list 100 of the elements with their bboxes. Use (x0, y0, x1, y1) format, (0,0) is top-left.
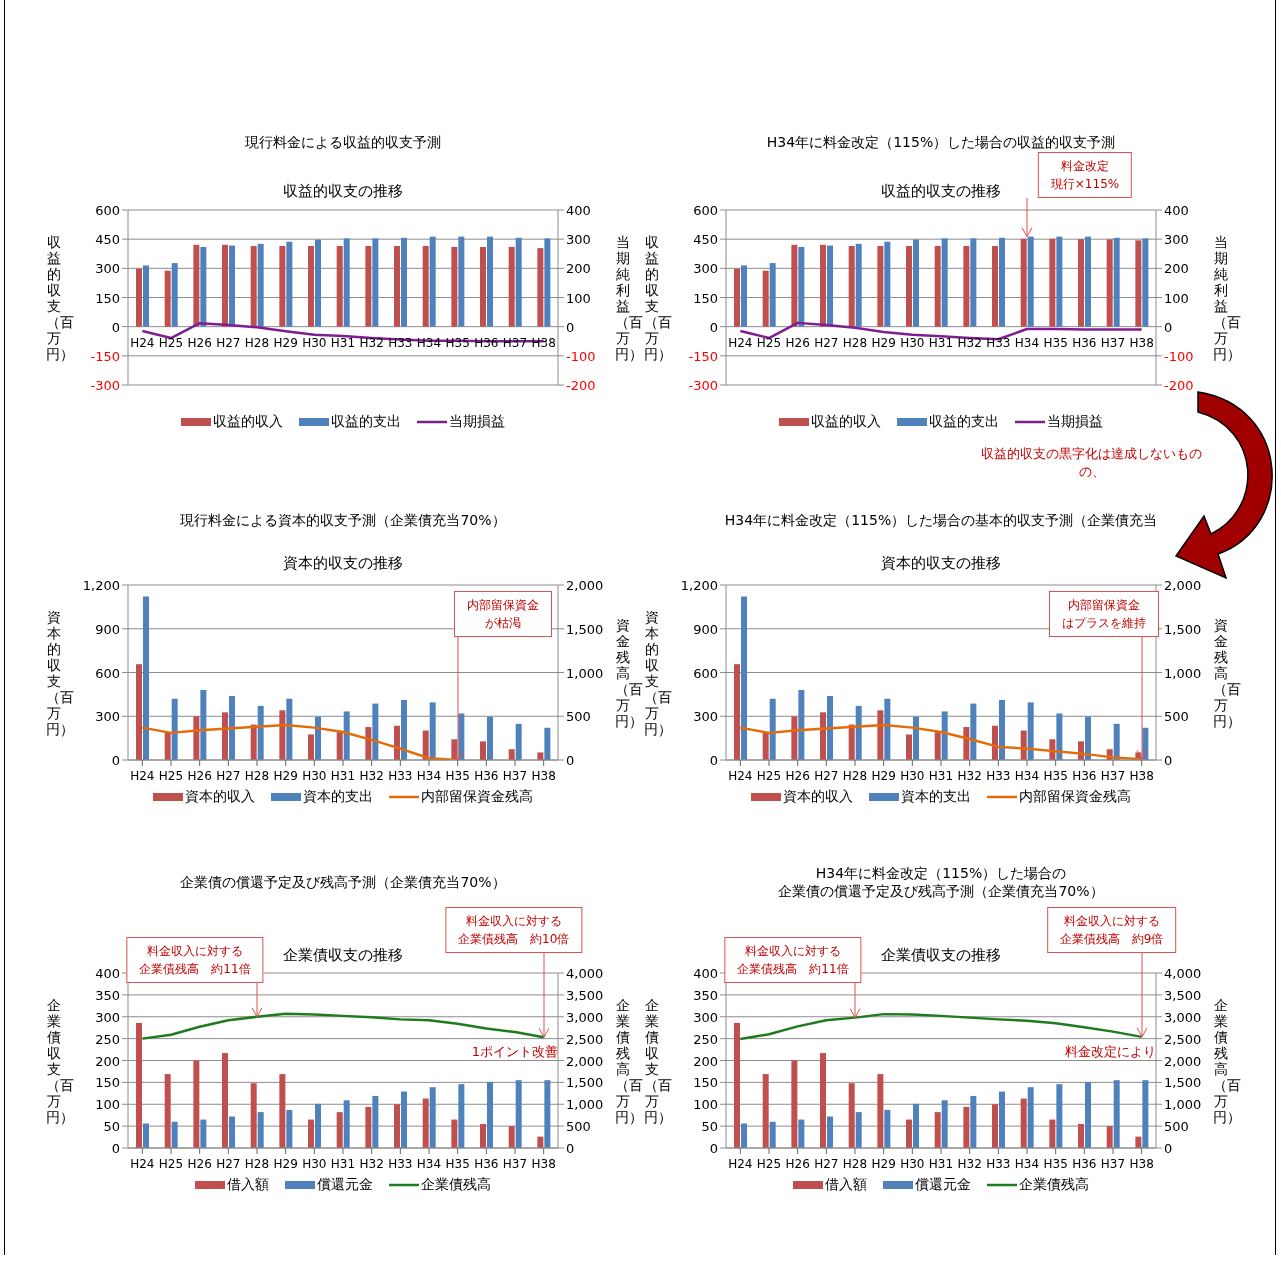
legend-label: 償還元金 (317, 1176, 373, 1194)
x-tick-label: H29 (871, 335, 896, 350)
bar (762, 732, 769, 760)
bar (372, 238, 379, 327)
chart-title: H34年に料金改定（115%）した場合の基本的収支予測（企業債充当 (724, 512, 1158, 530)
x-tick-label: H30 (900, 769, 925, 783)
bar (798, 1119, 805, 1148)
x-tick-label: H33 (986, 1157, 1011, 1171)
bar (855, 243, 862, 327)
x-tick-label: H32 (957, 335, 982, 350)
bar (734, 1022, 741, 1148)
y-tick-label: 600 (95, 665, 120, 681)
bar (480, 741, 487, 760)
bar (200, 1119, 207, 1148)
x-tick-label: H26 (785, 1157, 810, 1171)
y2-axis-title: 資金残高（百万円） (1213, 616, 1241, 729)
y-tick-label: 100 (693, 1097, 718, 1113)
bar (229, 695, 236, 760)
x-tick-label: H33 (388, 1157, 413, 1171)
x-tick-label: H24 (728, 769, 753, 783)
legend-label: 償還元金 (915, 1176, 971, 1194)
chart-title: 現行料金による収益的収支予測 (245, 134, 441, 152)
y-tick-label: 600 (693, 665, 718, 681)
x-tick-label: H38 (531, 335, 556, 350)
bar (429, 702, 436, 760)
x-tick-label: H27 (814, 335, 839, 350)
bar (315, 239, 322, 327)
bar (422, 245, 429, 327)
x-tick-label: H27 (216, 1157, 241, 1171)
bar (343, 238, 350, 327)
legend-label: 収益的支出 (331, 413, 401, 431)
x-tick-label: H31 (330, 1157, 356, 1171)
x-tick-label: H36 (474, 1157, 499, 1171)
y2-tick-label: 2,000 (566, 1053, 604, 1069)
x-tick-label: H30 (900, 1157, 925, 1171)
x-tick-label: H34 (1014, 1157, 1040, 1171)
y2-tick-label: -100 (566, 348, 596, 364)
bar (394, 245, 401, 327)
bar (999, 237, 1006, 327)
bar (877, 1074, 884, 1148)
y-tick-label: 150 (95, 1075, 120, 1091)
bar (480, 1123, 487, 1148)
bar (884, 698, 891, 760)
legend-label: 資本的収入 (783, 788, 853, 806)
x-tick-label: H35 (1043, 769, 1068, 783)
bar (884, 1109, 891, 1148)
x-tick-label: H26 (785, 335, 810, 350)
bar (336, 1112, 343, 1148)
y-tick-label: 50 (103, 1119, 120, 1135)
y2-tick-label: 500 (1164, 1119, 1189, 1135)
bar (1142, 238, 1149, 327)
bar (741, 265, 748, 327)
bar (791, 244, 798, 327)
bar (1078, 239, 1085, 327)
x-tick-label: H35 (445, 1157, 470, 1171)
y2-tick-label: -100 (1164, 348, 1194, 364)
x-tick-label: H37 (502, 1157, 528, 1171)
bar (1020, 1098, 1027, 1148)
annotation: 料金収入に対する企業債残高 約9倍 (1059, 913, 1164, 948)
y2-tick-label: 300 (566, 232, 591, 248)
y-tick-label: 50 (701, 1119, 718, 1135)
x-tick-label: H25 (158, 335, 184, 350)
bar (480, 246, 487, 327)
bar (970, 1095, 977, 1148)
bar (515, 1080, 522, 1148)
x-tick-label: H28 (244, 335, 270, 350)
bar (257, 705, 264, 760)
y2-tick-label: 300 (1164, 232, 1189, 248)
y-tick-label: 400 (95, 966, 120, 981)
chart-title: 現行料金による資本的収支予測（企業債充当70%） (180, 512, 506, 530)
bar (769, 263, 776, 327)
chart-subtitle: 企業債収支の推移 (283, 946, 403, 964)
bar (913, 239, 920, 327)
x-tick-label: H34 (1014, 335, 1040, 350)
annotation: 内部留保資金が枯渇 (466, 597, 539, 632)
y-axis-title: 収益的収支（百万円） (46, 233, 74, 362)
y-tick-label: 300 (693, 261, 718, 277)
bar (458, 236, 465, 327)
x-tick-label: H38 (1129, 1157, 1154, 1171)
x-tick-label: H35 (445, 769, 470, 783)
bar (1113, 237, 1120, 327)
y2-axis-title: 企業債残高（百万円） (1213, 996, 1241, 1125)
x-tick-label: H36 (1072, 1157, 1097, 1171)
y-tick-label: 0 (111, 319, 120, 335)
x-tick-label: H29 (871, 769, 896, 783)
bar (193, 244, 200, 327)
y2-axis-title: 資金残高（百万円） (615, 616, 643, 729)
x-tick-label: H37 (1100, 769, 1126, 783)
bar (286, 1109, 293, 1148)
y-tick-label: 450 (693, 232, 718, 248)
bar (1106, 1126, 1113, 1148)
bar (401, 1091, 408, 1148)
bar (458, 1084, 465, 1148)
y2-tick-label: 4,000 (566, 966, 604, 981)
bar (308, 1119, 315, 1148)
bar (136, 664, 143, 760)
bar (250, 1083, 257, 1148)
y2-axis-title: 企業債残高（百万円） (615, 996, 643, 1125)
y-tick-label: 0 (709, 319, 718, 335)
y2-tick-label: 3,000 (566, 1009, 604, 1025)
